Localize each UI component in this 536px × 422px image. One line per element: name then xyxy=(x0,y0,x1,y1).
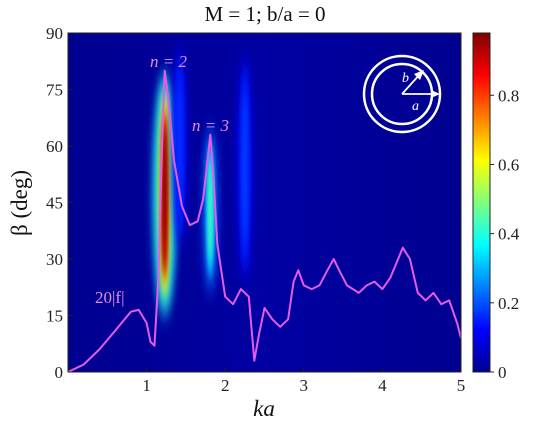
y-axis-label: β (deg) xyxy=(7,170,32,236)
series-label-20f: 20|f| xyxy=(95,288,124,307)
heatmap-layer xyxy=(152,48,252,317)
heatmap-band-layer xyxy=(162,122,167,268)
inset-label-a: a xyxy=(412,99,419,114)
heatmap-band xyxy=(237,57,252,280)
heatmap-band-layer xyxy=(177,83,182,209)
colorbar-tick-label: 0 xyxy=(498,363,507,382)
chart-title: M = 1; b/a = 0 xyxy=(204,2,325,26)
y-tick-label: 0 xyxy=(55,363,64,382)
x-tick-label: 2 xyxy=(221,376,230,395)
x-tick-label: 5 xyxy=(457,376,466,395)
x-tick-label: 3 xyxy=(300,376,309,395)
colorbar-tick-label: 0.2 xyxy=(498,294,519,313)
colorbar xyxy=(472,32,491,373)
curve-20f xyxy=(68,69,461,372)
y-tick-label: 15 xyxy=(46,307,63,326)
inset-label-b: b xyxy=(402,71,409,86)
y-tick-label: 75 xyxy=(46,81,63,100)
colorbar-tick-label: 0.8 xyxy=(498,86,519,105)
x-tick-label: 4 xyxy=(378,376,387,395)
curve-layer xyxy=(68,69,461,372)
colorbar-tick-label: 0.6 xyxy=(498,155,519,174)
plot-background xyxy=(68,33,461,372)
y-tick-label: 30 xyxy=(46,250,63,269)
colorbar-ticks: 0 0.2 0.4 0.6 0.8 xyxy=(490,86,520,382)
x-axis-label: ka xyxy=(253,396,275,421)
inset-diagram: b a xyxy=(362,54,442,134)
heatmap-band-layer xyxy=(242,98,248,240)
x-tick-label: 1 xyxy=(142,376,151,395)
y-tick-label: 60 xyxy=(46,137,63,156)
heatmap-band xyxy=(152,73,177,317)
annotation-n3: n = 3 xyxy=(192,116,229,135)
inset-arrow-a xyxy=(431,90,440,98)
colorbar-tick-label: 0.4 xyxy=(498,225,520,244)
y-tick-label: 45 xyxy=(46,194,63,213)
y-tick-label: 90 xyxy=(46,24,63,43)
inset-arrow-b xyxy=(414,70,424,80)
heatmap-band-layer xyxy=(208,158,213,262)
annotation-n2: n = 2 xyxy=(150,52,187,71)
